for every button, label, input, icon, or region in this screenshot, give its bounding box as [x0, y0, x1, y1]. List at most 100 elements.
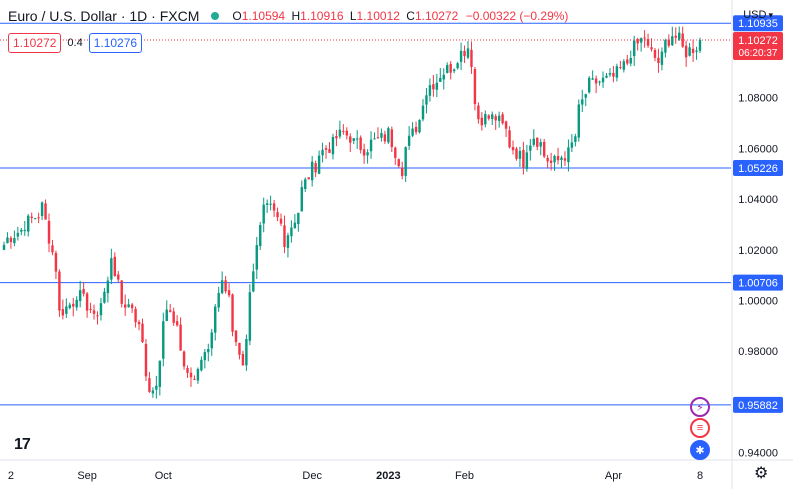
flash-icon[interactable]: ⚡ — [690, 397, 710, 417]
candle-body — [639, 38, 643, 43]
candle-body — [608, 73, 612, 75]
market-status-icon — [211, 12, 220, 20]
candle-body — [414, 126, 418, 133]
candle-body — [407, 135, 411, 146]
candle-body — [165, 309, 168, 321]
spread-value: 0.4 — [67, 37, 83, 49]
candle-body — [359, 137, 362, 151]
candle-body — [449, 63, 452, 73]
candle-body — [626, 59, 629, 64]
candle-body — [501, 114, 504, 124]
candle-body — [404, 147, 407, 176]
candle-body — [425, 95, 428, 105]
candle-body — [168, 310, 172, 312]
open-value: 1.10594 — [241, 9, 286, 23]
candle-body — [151, 390, 155, 394]
candle-body — [207, 348, 210, 353]
candle-body — [511, 147, 515, 151]
candle-body — [411, 128, 414, 136]
candle-body — [6, 237, 9, 244]
candle-body — [435, 82, 439, 90]
change-value: −0.00322 (−0.29%) — [465, 9, 569, 23]
candle-body — [466, 48, 470, 58]
y-tick-label: 1.08000 — [738, 93, 778, 105]
us-flag-icon[interactable]: ≡ — [690, 418, 710, 438]
candle-body — [581, 99, 584, 105]
candle-body — [269, 203, 272, 205]
candle-body — [698, 40, 702, 51]
candle-body — [394, 147, 397, 158]
level-price-label: 0.95882 — [738, 400, 778, 412]
candle-body — [515, 148, 518, 159]
x-tick-label: Oct — [155, 470, 172, 482]
candle-body — [162, 321, 165, 359]
candle-body — [241, 353, 245, 366]
candle-body — [141, 323, 144, 343]
candle-body — [96, 315, 99, 317]
x-tick-label: Dec — [302, 470, 322, 482]
candle-body — [577, 104, 581, 138]
buy-price-button[interactable]: 1.10276 — [88, 33, 143, 53]
candle-body — [16, 232, 20, 237]
candle-body — [335, 135, 338, 139]
candle-body — [324, 148, 328, 150]
open-label: O — [232, 9, 242, 23]
candle-body — [390, 129, 394, 148]
candle-body — [54, 252, 58, 272]
eu-flag-icon[interactable]: ✱ — [690, 440, 710, 460]
low-label: L — [349, 9, 357, 23]
candle-body — [594, 78, 598, 84]
candle-body — [13, 238, 16, 244]
close-value: 1.10272 — [414, 9, 459, 23]
candle-body — [484, 114, 487, 125]
candle-body — [155, 385, 158, 390]
symbol-title[interactable]: Euro / U.S. Dollar · 1D · FXCM — [8, 8, 200, 24]
candle-body — [508, 130, 511, 148]
candle-body — [82, 289, 85, 294]
candle-body — [68, 304, 72, 309]
candle-body — [632, 40, 636, 57]
candle-body — [643, 37, 646, 39]
candle-body — [470, 49, 473, 68]
sell-price-button[interactable]: 1.10272 — [8, 33, 62, 53]
candle-body — [20, 229, 23, 232]
candle-body — [148, 378, 151, 392]
candle-body — [321, 149, 324, 156]
candle-body — [439, 77, 442, 82]
candle-body — [130, 304, 134, 309]
candle-body — [536, 137, 539, 147]
candle-body — [487, 115, 490, 119]
candle-body — [345, 130, 349, 136]
candle-body — [366, 152, 369, 156]
close-label: C — [406, 9, 415, 23]
candle-body — [262, 204, 265, 224]
candle-body — [248, 292, 252, 341]
candle-body — [255, 245, 258, 270]
candle-body — [61, 309, 65, 316]
candle-body — [615, 66, 619, 78]
tradingview-logo-icon[interactable]: 17 — [14, 436, 31, 453]
candle-body — [546, 157, 549, 162]
y-tick-label: 1.00000 — [738, 296, 778, 308]
level-price-label-bg — [733, 396, 783, 413]
candle-body — [103, 291, 106, 303]
candle-body — [539, 142, 542, 147]
candle-body — [494, 116, 497, 121]
x-tick-label: 8 — [697, 470, 703, 482]
candle-body — [349, 136, 352, 143]
candle-body — [688, 47, 691, 56]
candle-body — [123, 304, 127, 308]
y-tick-label: 1.04000 — [738, 194, 778, 206]
price-axis-panel[interactable] — [732, 0, 793, 460]
candle-body — [518, 150, 522, 159]
bar-countdown-label: 06:20:37 — [739, 48, 778, 59]
candle-body — [525, 152, 529, 169]
candle-body — [113, 256, 117, 276]
gear-icon[interactable]: ⚙ — [754, 465, 769, 482]
candle-body — [189, 372, 193, 378]
candle-body — [542, 141, 546, 157]
candle-body — [30, 216, 33, 218]
currency-selector[interactable]: USD ▾ — [743, 9, 773, 21]
candle-body — [283, 225, 286, 247]
